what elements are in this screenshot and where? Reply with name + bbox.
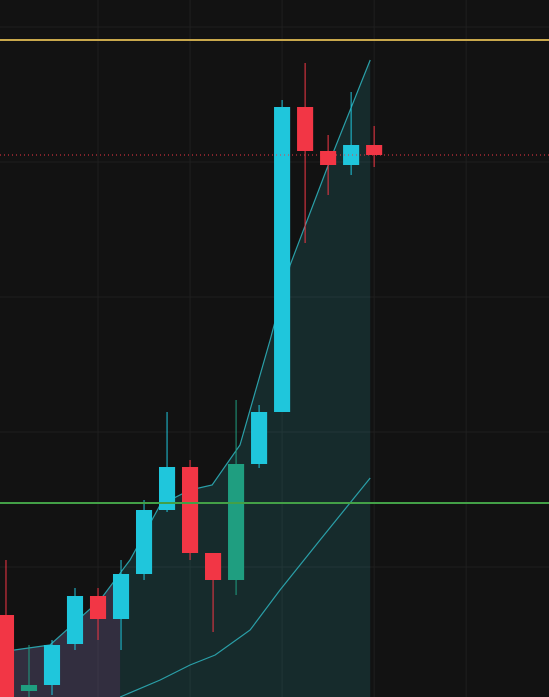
candle-body (66, 596, 84, 644)
indicator-line (119, 477, 371, 697)
candle-body (20, 685, 38, 691)
band-area (0, 60, 371, 697)
candle-body (297, 107, 314, 151)
candle-body (182, 467, 199, 553)
candle-body (43, 645, 61, 685)
candle-body (320, 151, 337, 165)
candle-body (343, 145, 360, 165)
candle-body (135, 510, 153, 574)
candle-body (158, 467, 176, 510)
candle-body (0, 615, 15, 697)
candle-body (251, 412, 268, 464)
candle-body (366, 145, 383, 155)
candle-body (228, 464, 245, 580)
candle-body (205, 553, 222, 580)
candle-body (112, 574, 130, 619)
candle-body (89, 596, 107, 619)
candle-body (274, 107, 291, 412)
